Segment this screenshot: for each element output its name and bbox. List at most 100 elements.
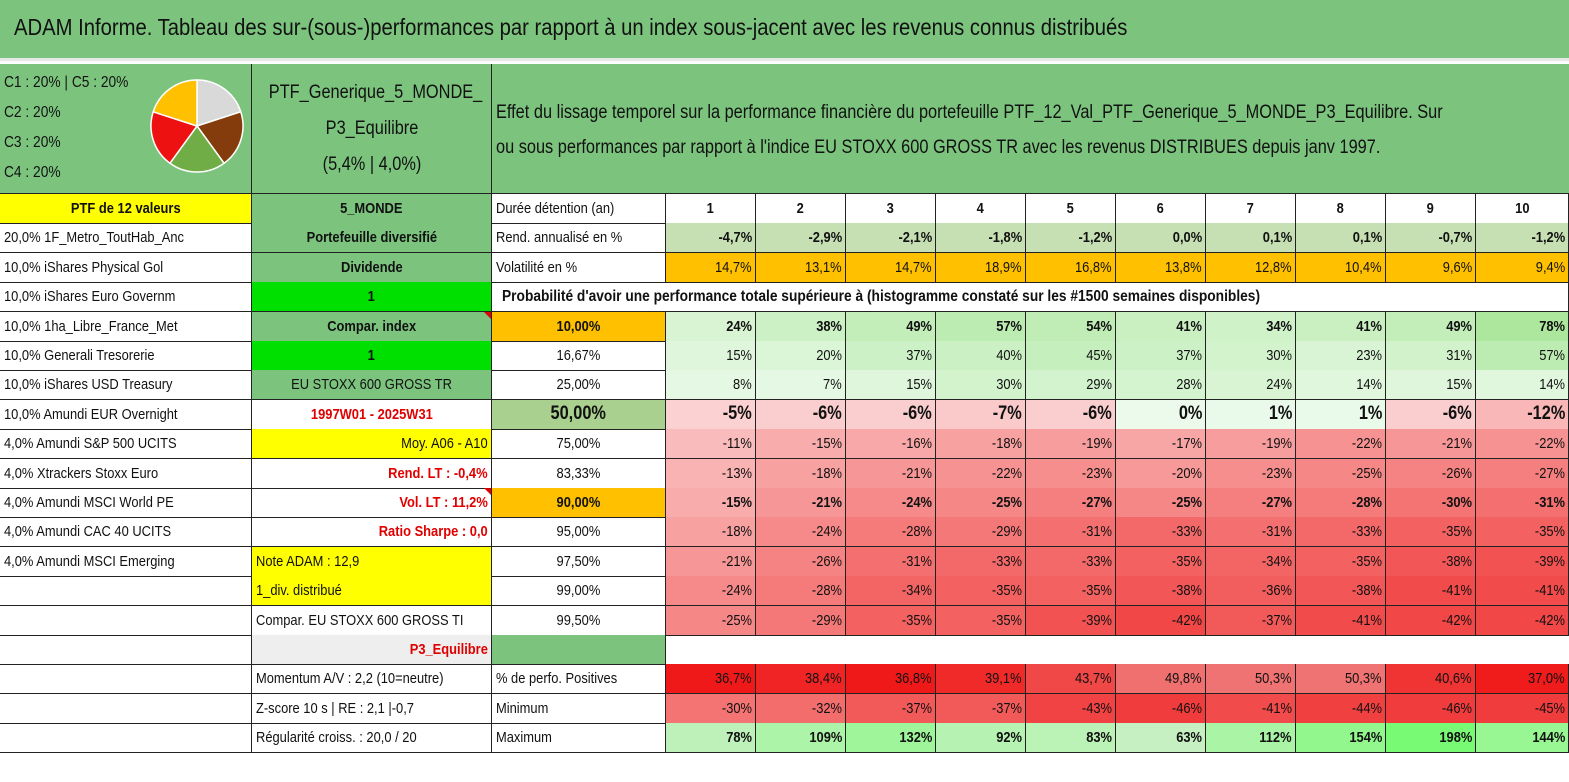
proba-value-9-3-text: -31% [901, 552, 932, 570]
positives-value-3: 36,8% [846, 664, 936, 695]
maximum-value-4-text: 92% [996, 729, 1022, 747]
proba-value-8-7: -31% [1206, 517, 1296, 548]
proba-value-2-6: 37% [1116, 341, 1206, 371]
maximum-value-6: 63% [1116, 723, 1206, 754]
rend-label-text: Rend. annualisé en % [496, 229, 623, 247]
info-cell-12: Ratio Sharpe : 0,0 [252, 517, 492, 548]
holding-row-8[interactable]: 4,0% Amundi S&P 500 UCITS [0, 429, 252, 460]
vol-value-1-text: 14,7% [715, 258, 752, 276]
vol-value-2-text: 13,1% [805, 258, 842, 276]
rend-value-7: 0,1% [1206, 223, 1296, 254]
rend-value-8-text: 0,1% [1352, 229, 1382, 247]
proba-value-1-2-text: 38% [816, 317, 842, 335]
proba-value-1-9-text: 49% [1446, 317, 1472, 335]
holding-row-9[interactable]: 4,0% Xtrackers Stoxx Euro [0, 458, 252, 489]
vol-value-4: 18,9% [936, 252, 1026, 283]
positives-value-9: 40,6% [1386, 664, 1476, 695]
vol-value-6-text: 13,8% [1165, 258, 1202, 276]
proba-value-9-1: -21% [666, 546, 756, 577]
proba-value-6-7-text: -23% [1261, 464, 1292, 482]
proba-threshold-5: 75,00% [492, 429, 666, 460]
holding-row-5[interactable]: 10,0% Generali Tresorerie [0, 341, 252, 371]
holding-row-4[interactable]: 10,0% 1ha_Libre_France_Met [0, 311, 252, 342]
maximum-value-7-text: 112% [1259, 729, 1292, 747]
proba-value-4-5: -6% [1026, 399, 1116, 430]
vol-value-4-text: 18,9% [985, 258, 1022, 276]
holding-row-10[interactable]: 4,0% Amundi MSCI World PE [0, 488, 252, 518]
holding-row-2-text: 10,0% iShares Physical Gol [4, 258, 164, 276]
holding-row-1[interactable]: 20,0% 1F_Metro_ToutHab_Anc [0, 223, 252, 254]
maximum-value-1-text: 78% [726, 729, 752, 747]
proba-value-1-4-text: 57% [996, 317, 1022, 335]
proba-value-9-4-text: -33% [991, 552, 1022, 570]
vol-value-10: 9,4% [1476, 252, 1569, 283]
holding-row-2[interactable]: 10,0% iShares Physical Gol [0, 252, 252, 283]
proba-value-9-4: -33% [936, 546, 1026, 577]
proba-threshold-8: 95,00% [492, 517, 666, 548]
proba-value-5-5: -19% [1026, 429, 1116, 460]
vol-value-7-text: 12,8% [1255, 258, 1292, 276]
holding-row-12[interactable]: 4,0% Amundi MSCI Emerging [0, 546, 252, 577]
holding-row-11[interactable]: 4,0% Amundi CAC 40 UCITS [0, 517, 252, 548]
positives-label: % de perfo. Positives [492, 664, 666, 695]
proba-value-8-8-text: -33% [1351, 523, 1382, 541]
holding-row-13[interactable] [0, 576, 252, 607]
proba-value-7-6: -25% [1116, 488, 1206, 518]
proba-value-11-10-text: -42% [1534, 611, 1565, 629]
allocation-legend: C1 : 20% | C5 : 20% C2 : 20% C3 : 20% C4… [0, 64, 252, 194]
year-6-text: 6 [1156, 200, 1165, 217]
info-cell-11: Vol. LT : 11,2% [252, 488, 492, 518]
proba-value-10-1: -24% [666, 576, 756, 607]
maximum-value-3: 132% [846, 723, 936, 754]
pie-slice-4 [150, 110, 199, 165]
holding-row-6[interactable]: 10,0% iShares USD Treasury [0, 370, 252, 401]
pie-slice-3 [168, 124, 226, 173]
minimum-value-10-text: -45% [1534, 699, 1565, 717]
positives-value-7-text: 50,3% [1255, 670, 1292, 688]
proba-value-3-8-text: 14% [1356, 376, 1382, 394]
proba-value-6-10: -27% [1476, 458, 1569, 489]
proba-value-3-3-text: 15% [906, 376, 932, 394]
proba-threshold-7: 90,00% [492, 488, 666, 518]
rend-value-3: -2,1% [846, 223, 936, 254]
vol-value-1: 14,7% [666, 252, 756, 283]
proba-value-2-2-text: 20% [816, 347, 842, 364]
proba-value-8-9-text: -35% [1441, 523, 1472, 541]
holding-row-14[interactable] [0, 605, 252, 636]
proba-value-9-7-text: -34% [1261, 552, 1292, 570]
holding-row-3[interactable]: 10,0% iShares Euro Governm [0, 282, 252, 313]
proba-value-2-10: 57% [1476, 341, 1569, 371]
comment-marker-compar [484, 311, 491, 319]
proba-value-11-5-text: -39% [1081, 611, 1112, 629]
minimum-value-3: -37% [846, 693, 936, 724]
proba-value-1-1-text: 24% [726, 317, 752, 335]
proba-value-7-2-text: -21% [811, 494, 842, 511]
holding-row-15[interactable] [0, 635, 252, 665]
page-title: ADAM Informe. Tableau des sur-(sous-)per… [14, 14, 1128, 40]
holding-row-16[interactable] [0, 664, 252, 695]
holding-row-18[interactable] [0, 723, 252, 754]
proba-value-2-2: 20% [756, 341, 846, 371]
proba-value-6-10-text: -27% [1534, 464, 1565, 482]
proba-value-1-7: 34% [1206, 311, 1296, 342]
proba-value-2-4: 40% [936, 341, 1026, 371]
info-cell-10-text: Rend. LT : -0,4% [388, 464, 488, 482]
holding-row-17[interactable] [0, 693, 252, 724]
holding-row-7[interactable]: 10,0% Amundi EUR Overnight [0, 399, 252, 430]
proba-value-1-2: 38% [756, 311, 846, 342]
proba-value-10-9: -41% [1386, 576, 1476, 607]
maximum-value-2-text: 109% [808, 729, 842, 747]
vol-value-5: 16,8% [1026, 252, 1116, 283]
proba-value-2-5: 45% [1026, 341, 1116, 371]
minimum-value-7-text: -41% [1261, 699, 1292, 717]
proba-value-5-1: -11% [666, 429, 756, 460]
proba-value-3-4-text: 30% [996, 376, 1022, 394]
proba-value-4-3-text: -6% [902, 403, 932, 425]
positives-label-text: % de perfo. Positives [496, 670, 618, 688]
comment-marker-vol [484, 488, 491, 495]
proba-value-3-9: 15% [1386, 370, 1476, 401]
year-4-text: 4 [976, 200, 985, 217]
proba-value-9-2: -26% [756, 546, 846, 577]
minimum-value-7: -41% [1206, 693, 1296, 724]
proba-value-8-1: -18% [666, 517, 756, 548]
